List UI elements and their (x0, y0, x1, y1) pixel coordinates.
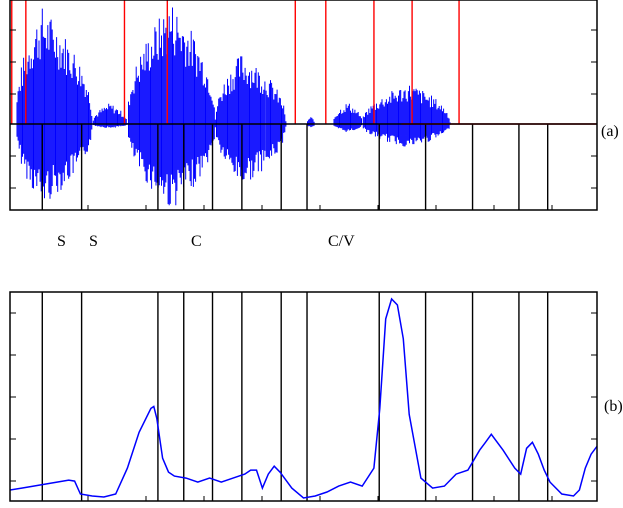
segment-boundaries-a (41, 124, 549, 210)
waveform-segment-5 (216, 56, 287, 180)
segment-labels: S S C C/V (57, 233, 355, 250)
segment-boundaries-b (41, 292, 549, 501)
red-markers-a (11, 0, 597, 125)
panel-label-b: (b) (604, 398, 623, 415)
segment-label-cv: C/V (328, 233, 355, 250)
ticks-a (10, 29, 597, 210)
waveform-segment-4 (128, 7, 216, 206)
series-line (10, 297, 597, 499)
panel-b: (b) (9, 291, 623, 502)
axes-frame-b (9, 291, 598, 502)
series-line-b (10, 297, 597, 499)
panel-a: (a) (9, 0, 619, 211)
segment-label-s2: S (89, 233, 98, 250)
ticks-b (10, 312, 597, 501)
segment-label-c: C (191, 233, 202, 250)
waveform-segment-2 (16, 8, 93, 199)
waveform-a (16, 7, 451, 206)
axes-frame-a (9, 0, 598, 211)
waveform-segment-7 (333, 103, 362, 132)
panel-label-a: (a) (601, 123, 619, 140)
segment-label-s1: S (57, 233, 66, 250)
waveform-segment-8 (362, 85, 451, 147)
